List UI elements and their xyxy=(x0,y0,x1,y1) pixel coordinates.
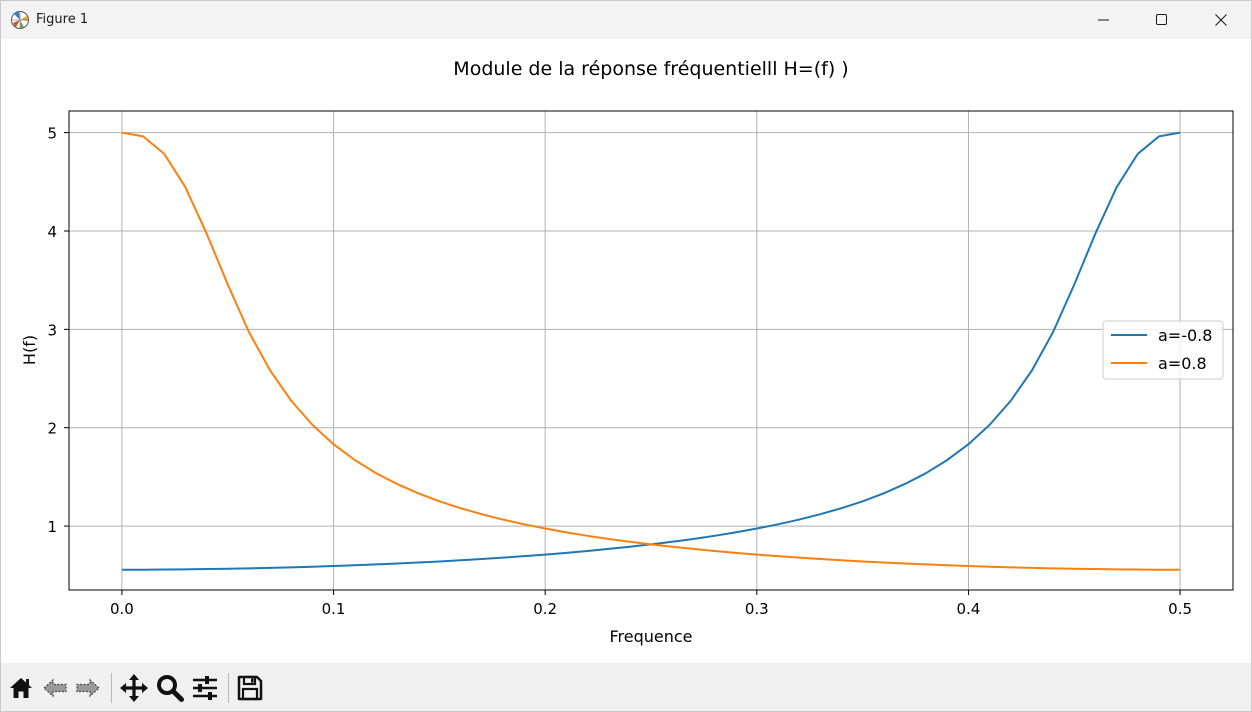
toolbar-separator xyxy=(111,673,112,703)
x-tick-label: 0.4 xyxy=(957,600,981,618)
series-line-1 xyxy=(121,131,1181,571)
floppy-disk-icon xyxy=(237,675,263,701)
grid xyxy=(69,111,1233,590)
back-arrow-icon xyxy=(43,678,67,698)
zoom-button[interactable] xyxy=(154,672,186,704)
y-tick-label: 5 xyxy=(47,125,57,143)
plot-canvas[interactable]: 0.0 0.1 0.2 0.3 0.4 0.5 1 2 3 4 5 Module de la ré… xyxy=(1,39,1251,663)
y-tick-label: 4 xyxy=(47,223,57,241)
x-tick-label: 0.1 xyxy=(322,600,346,618)
axes-frame xyxy=(68,110,1234,591)
y-tick-label: 3 xyxy=(47,321,57,339)
y-axis-label: H(f) xyxy=(20,335,39,365)
sliders-icon xyxy=(193,676,217,700)
x-tick-label: 0.5 xyxy=(1168,600,1192,618)
forward-button[interactable] xyxy=(72,672,104,704)
x-ticks: 0.0 0.1 0.2 0.3 0.4 0.5 xyxy=(110,590,1192,618)
series-line-0 xyxy=(121,131,1181,571)
legend-label-series-1: a=0.8 xyxy=(1158,354,1207,373)
move-arrows-icon xyxy=(120,674,148,702)
pan-button[interactable] xyxy=(118,672,150,704)
title-bar[interactable]: Figure 1 xyxy=(1,1,1251,39)
maximize-button[interactable] xyxy=(1133,1,1191,39)
save-button[interactable] xyxy=(234,672,266,704)
home-icon xyxy=(10,678,32,698)
legend-label-series-0: a=-0.8 xyxy=(1158,326,1212,345)
x-tick-label: 0.3 xyxy=(745,600,769,618)
x-tick-label: 0.2 xyxy=(533,600,557,618)
legend: a=-0.8 a=0.8 xyxy=(1102,320,1224,380)
y-ticks: 1 2 3 4 5 xyxy=(47,125,69,536)
configure-subplots-button[interactable] xyxy=(189,672,221,704)
close-button[interactable] xyxy=(1192,1,1250,39)
home-button[interactable] xyxy=(5,672,37,704)
matplotlib-logo-icon xyxy=(11,11,29,29)
chart: 0.0 0.1 0.2 0.3 0.4 0.5 1 2 3 4 5 Module de la ré… xyxy=(20,58,1234,646)
y-tick-label: 2 xyxy=(47,420,57,438)
window-title: Figure 1 xyxy=(36,12,89,27)
toolbar-separator xyxy=(228,673,229,703)
minimize-icon xyxy=(1098,19,1109,21)
back-button[interactable] xyxy=(39,672,71,704)
magnifier-icon xyxy=(157,675,184,702)
x-axis-label: Frequence xyxy=(609,627,692,646)
close-icon xyxy=(1215,14,1227,26)
minimize-button[interactable] xyxy=(1075,1,1133,39)
series-lines xyxy=(121,131,1181,571)
maximize-icon xyxy=(1156,14,1167,25)
y-tick-label: 1 xyxy=(47,518,57,536)
forward-arrow-icon xyxy=(76,678,100,698)
chart-title: Module de la réponse fréquentielll H=(f)… xyxy=(453,58,848,80)
x-tick-label: 0.0 xyxy=(110,600,134,618)
navigation-toolbar xyxy=(1,663,1251,711)
